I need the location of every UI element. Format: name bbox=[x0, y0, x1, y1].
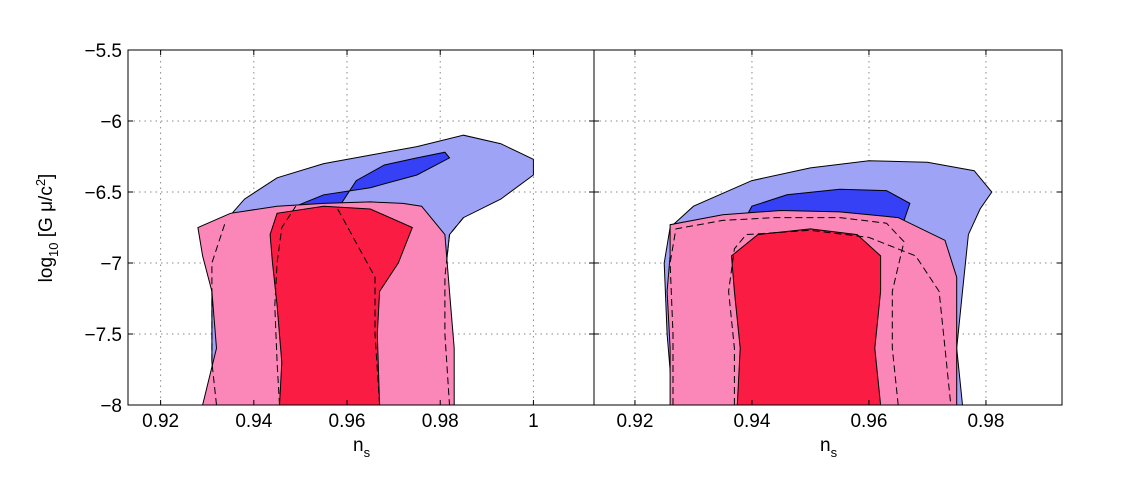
x-tick-label: 0.92 bbox=[616, 411, 653, 432]
x-tick-label: 0.96 bbox=[329, 411, 366, 432]
red-inner-region bbox=[730, 228, 882, 406]
y-tick-label: −5.5 bbox=[84, 41, 122, 62]
x-axis-label: ns bbox=[353, 435, 371, 460]
dashed-contour bbox=[274, 205, 297, 406]
x-tick-label: 0.94 bbox=[733, 411, 770, 432]
dashed-contour bbox=[337, 208, 381, 406]
x-tick-label: 0.96 bbox=[850, 411, 887, 432]
plot-frame bbox=[593, 49, 1063, 406]
y-tick-label: −7 bbox=[100, 254, 122, 275]
x-tick-label: 0.94 bbox=[235, 411, 272, 432]
dashed-contour bbox=[728, 229, 952, 406]
y-axis-label: log10 [G μ/c2] bbox=[33, 174, 61, 283]
y-tick-label: −7.5 bbox=[84, 325, 122, 346]
x-tick-label: 1 bbox=[528, 411, 539, 432]
x-tick-label: 0.98 bbox=[422, 411, 459, 432]
x-tick-label: 0.92 bbox=[142, 411, 179, 432]
dashed-contour bbox=[444, 217, 464, 406]
y-tick-label: −6.5 bbox=[84, 183, 122, 204]
y-tick-label: −6 bbox=[100, 112, 122, 133]
x-axis-label: ns bbox=[820, 435, 838, 460]
dashed-contour bbox=[669, 217, 905, 406]
y-tick-label: −8 bbox=[100, 396, 122, 417]
x-tick-label: 0.98 bbox=[967, 411, 1004, 432]
dashed-contour bbox=[211, 220, 227, 406]
